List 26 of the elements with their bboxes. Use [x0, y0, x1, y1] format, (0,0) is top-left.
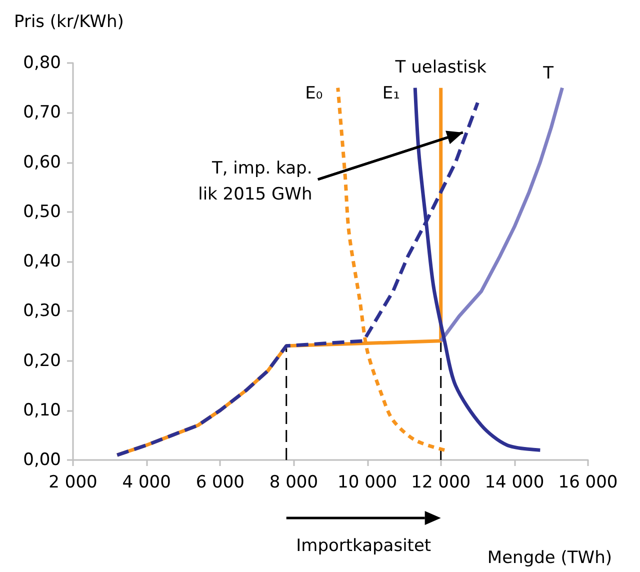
- x-tick-label: 2 000: [48, 472, 98, 492]
- x-tick-label: 10 000: [338, 472, 398, 492]
- x-tick-label: 8 000: [269, 472, 318, 492]
- y-tick-label: 0,00: [23, 450, 61, 470]
- y-tick-label: 0,70: [23, 102, 61, 123]
- x-tick-label: 4 000: [122, 472, 171, 492]
- y-tick-label: 0,60: [23, 152, 61, 172]
- y-tick-label: 0,80: [23, 53, 61, 73]
- y-tick-label: 0,40: [23, 252, 61, 272]
- y-tick-label: 0,50: [23, 202, 61, 222]
- text: Importkapasitet: [296, 536, 432, 556]
- y-tick-label: 0,30: [23, 301, 61, 322]
- y-tick-label: 0,20: [23, 350, 61, 371]
- x-tick-label: 16 000: [558, 472, 618, 492]
- x-tick-label: 14 000: [484, 472, 544, 492]
- annotation: T, imp. kap. lik 2015 GWh: [198, 158, 312, 204]
- x-tick-label: 12 000: [411, 472, 471, 492]
- series-label: E₁: [382, 83, 400, 104]
- y-axis-title: Pris (kr/KWh): [14, 12, 124, 32]
- x-axis-title: Mengde (TWh): [487, 548, 612, 568]
- series-label: T uelastisk: [394, 57, 487, 78]
- x-tick-label: 6 000: [196, 472, 244, 492]
- series-label: E₀: [305, 83, 323, 104]
- y-tick-label: 0,10: [23, 400, 61, 420]
- line-series: [439, 86, 564, 343]
- series-label: T: [542, 63, 554, 84]
